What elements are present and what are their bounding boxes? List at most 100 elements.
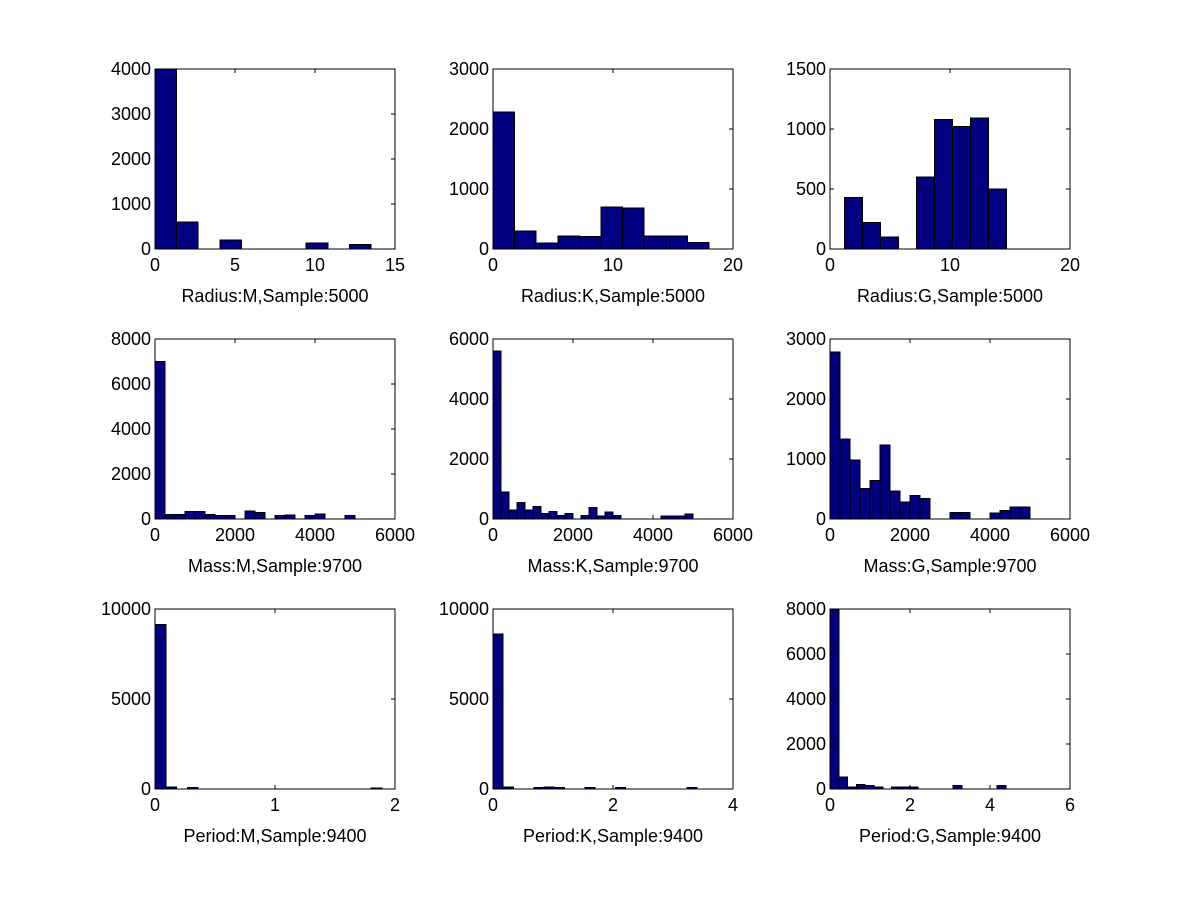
axes-frame — [154, 608, 396, 790]
x-tick-label: 4000 — [970, 525, 1010, 545]
x-tick-label: 2000 — [890, 525, 930, 545]
histogram-bar — [622, 207, 645, 250]
histogram-bar — [370, 787, 383, 790]
histogram-bar — [861, 222, 881, 250]
x-axis-label: Period:M,Sample:9400 — [183, 826, 366, 846]
y-tick-label: 2000 — [111, 464, 151, 484]
histogram-bar — [987, 188, 1007, 250]
y-tick-label: 10000 — [101, 599, 151, 619]
histogram-bars — [492, 111, 710, 250]
y-tick-label: 6000 — [111, 374, 151, 394]
x-tick-label: 0 — [150, 525, 160, 545]
histogram-bar — [535, 242, 559, 250]
y-tick-label: 0 — [816, 509, 826, 529]
histogram-bar — [909, 495, 921, 520]
y-tick-label: 5000 — [449, 689, 489, 709]
histogram-bar — [186, 787, 199, 790]
x-axis-label: Mass:M,Sample:9700 — [188, 556, 362, 576]
histogram-bar — [614, 786, 627, 790]
histogram-bar — [843, 196, 863, 250]
histogram-bar — [564, 513, 574, 520]
histogram-bars — [492, 633, 698, 790]
histogram-bar — [951, 126, 971, 250]
histogram-bar — [919, 498, 931, 520]
histogram-bar — [492, 111, 516, 250]
histogram-panel: 0 2000 4000 6000 0 2000 4000 6000 Mass:K,Sample:… — [449, 329, 753, 576]
x-axis-label: Period:G,Sample:9400 — [859, 826, 1041, 846]
histogram-bar — [578, 235, 602, 250]
x-tick-label: 0 — [488, 795, 498, 815]
histogram-bar — [543, 786, 555, 790]
x-axis-label: Mass:G,Sample:9700 — [863, 556, 1036, 576]
histogram-bar — [1009, 506, 1021, 520]
y-tick-label: 0 — [141, 509, 151, 529]
y-tick-label: 0 — [141, 239, 151, 259]
x-tick-label: 20 — [1060, 255, 1080, 275]
x-tick-label: 0 — [488, 525, 498, 545]
histogram-bar — [184, 511, 196, 520]
histogram-bar — [584, 787, 596, 790]
x-axis-label: Period:K,Sample:9400 — [523, 826, 703, 846]
histogram-bar — [684, 513, 694, 520]
histogram-bar — [516, 502, 526, 520]
y-tick-label: 0 — [479, 509, 489, 529]
histogram-bar — [508, 509, 518, 520]
x-tick-label: 15 — [385, 255, 405, 275]
x-axis-label: Radius:G,Sample:5000 — [857, 286, 1043, 306]
histogram-bars — [829, 609, 1007, 790]
histogram-bar — [588, 507, 598, 520]
histogram-bar — [643, 235, 667, 250]
histogram-bars — [843, 117, 1007, 250]
histogram-bar — [492, 350, 502, 520]
histogram-bar — [873, 786, 884, 790]
x-tick-label: 2000 — [215, 525, 255, 545]
histogram-bar — [284, 514, 296, 520]
x-tick-label: 2 — [390, 795, 400, 815]
x-tick-label: 0 — [825, 255, 835, 275]
histogram-bar — [969, 117, 989, 250]
x-tick-label: 4 — [728, 795, 738, 815]
x-tick-label: 6000 — [1050, 525, 1090, 545]
histogram-bar — [933, 118, 953, 250]
histogram-bar — [829, 609, 840, 790]
y-tick-label: 2000 — [449, 119, 489, 139]
y-tick-label: 3000 — [449, 59, 489, 79]
histogram-panel: 0 2 4 6 0 2000 4000 6000 8000 Period:G,Sample:940… — [786, 599, 1075, 846]
histogram-panel: 0 10 20 0 1000 2000 3000 Radius:K,Sample:5000 — [449, 59, 743, 306]
histogram-bar — [314, 513, 326, 520]
histogram-bar — [855, 784, 866, 790]
histogram-bar — [219, 239, 242, 250]
histogram-bar — [154, 361, 166, 520]
histogram-bar — [557, 235, 580, 250]
histogram-bar — [859, 487, 871, 520]
histogram-bar — [502, 786, 514, 790]
x-tick-label: 0 — [488, 255, 498, 275]
x-tick-label: 6000 — [375, 525, 415, 545]
histogram-bar — [204, 514, 216, 520]
y-tick-label: 2000 — [449, 449, 489, 469]
x-tick-label: 0 — [825, 525, 835, 545]
histogram-bars — [154, 361, 356, 520]
histogram-panel: 0 5 10 15 0 1000 2000 3000 4000 Radius:M,Sample:5… — [111, 59, 405, 306]
axes-frame — [154, 338, 396, 520]
x-tick-label: 10 — [305, 255, 325, 275]
x-tick-label: 20 — [723, 255, 743, 275]
histogram-bar — [999, 510, 1011, 520]
histogram-bar — [864, 785, 875, 790]
histogram-bar — [344, 514, 356, 520]
y-tick-label: 0 — [141, 779, 151, 799]
x-tick-label: 6000 — [713, 525, 753, 545]
histogram-bars — [492, 350, 694, 520]
x-tick-label: 6 — [1065, 795, 1075, 815]
histogram-bar — [580, 514, 590, 520]
histogram-bar — [847, 786, 857, 790]
y-tick-label: 500 — [796, 179, 826, 199]
histogram-bar — [996, 785, 1007, 790]
histogram-bar — [668, 515, 678, 520]
histogram-bar — [600, 206, 624, 250]
x-tick-label: 10 — [940, 255, 960, 275]
histogram-bar — [553, 786, 565, 790]
x-tick-label: 0 — [150, 795, 160, 815]
x-tick-label: 1 — [270, 795, 280, 815]
x-tick-label: 0 — [825, 795, 835, 815]
